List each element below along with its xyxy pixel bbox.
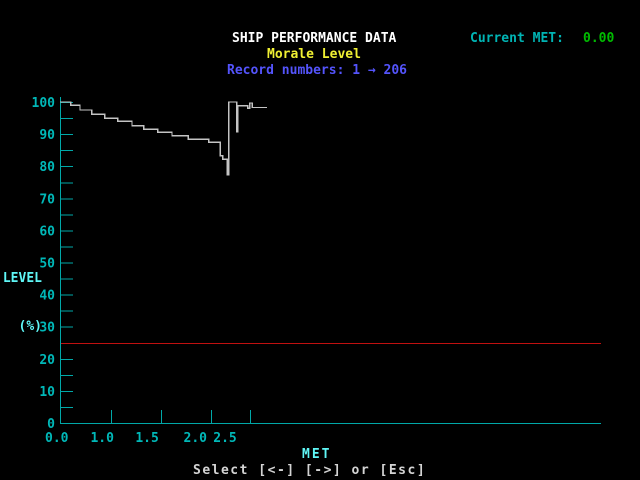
key-select-hint: Select [<-] [->] or [Esc] bbox=[193, 463, 427, 478]
x-axis-title: MET bbox=[302, 447, 332, 462]
y-tick-label: 90 bbox=[39, 128, 55, 143]
chart-subtitle: Morale Level bbox=[267, 47, 361, 62]
current-met-label: Current MET: bbox=[470, 31, 564, 46]
y-tick-label: 50 bbox=[39, 257, 55, 272]
record-range-label: Record numbers: 1 → 206 bbox=[227, 63, 408, 78]
y-tick-label: 0 bbox=[47, 417, 55, 432]
y-tick-label: 40 bbox=[39, 289, 55, 304]
x-tick-label: 2.5 bbox=[213, 431, 236, 446]
y-tick-label: 20 bbox=[39, 353, 55, 368]
y-axis-title-line2: (%) bbox=[18, 319, 42, 334]
y-axis-title-line1: LEVEL bbox=[2, 271, 42, 286]
y-tick-label: 100 bbox=[32, 96, 56, 111]
y-tick-label: 60 bbox=[39, 224, 55, 239]
y-tick-label: 10 bbox=[39, 385, 55, 400]
morale-series-line bbox=[60, 101, 268, 176]
y-tick-label: 30 bbox=[39, 321, 55, 336]
y-tick-label: 80 bbox=[39, 160, 55, 175]
y-axis-title: LEVEL (%) bbox=[0, 239, 42, 367]
y-tick-label: 70 bbox=[39, 192, 55, 207]
x-tick-label: 0.0 bbox=[45, 431, 69, 446]
current-met-value: 0.00 bbox=[583, 31, 615, 46]
x-tick-label: 1.0 bbox=[90, 431, 114, 446]
x-tick-label: 1.5 bbox=[135, 431, 158, 446]
x-tick-label: 2.0 bbox=[184, 431, 208, 446]
page-title: SHIP PERFORMANCE DATA bbox=[232, 31, 397, 46]
